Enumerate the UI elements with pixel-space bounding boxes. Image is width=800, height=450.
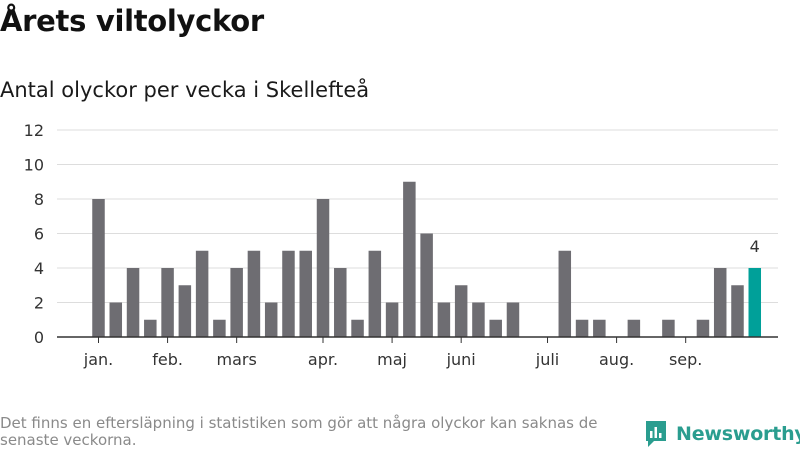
brand-name: Newsworthy — [676, 423, 800, 445]
bar — [368, 250, 382, 337]
x-tick-label: apr. — [308, 350, 338, 369]
chart-title: Årets viltolyckor — [0, 4, 264, 38]
y-tick-label: 0 — [34, 328, 44, 347]
bar — [385, 302, 399, 337]
bar — [506, 302, 520, 337]
bar — [420, 233, 433, 337]
bar — [731, 285, 744, 337]
bar — [195, 250, 209, 337]
bar — [627, 319, 641, 337]
bar — [403, 181, 416, 337]
x-tick-label: jan. — [83, 350, 113, 369]
bar — [264, 302, 278, 337]
brand[interactable]: Newsworthy — [644, 419, 800, 449]
newsworthy-logo-icon — [646, 421, 666, 447]
x-tick-label: feb. — [152, 350, 183, 369]
x-tick-label: juli — [535, 350, 559, 369]
y-tick-label: 2 — [34, 294, 44, 313]
bar — [489, 319, 502, 337]
bar — [230, 268, 243, 337]
bar — [178, 285, 192, 337]
bar — [713, 268, 727, 337]
chart-subtitle: Antal olyckor per vecka i Skellefteå — [0, 78, 370, 102]
bar — [334, 268, 347, 337]
footnote: Det finns en eftersläpning i statistiken… — [0, 414, 598, 449]
bar — [575, 319, 589, 337]
x-tick-label: mars — [217, 350, 257, 369]
bar — [472, 302, 485, 337]
bar — [92, 199, 105, 337]
bar — [144, 319, 157, 337]
y-tick-label: 6 — [34, 225, 44, 244]
bar — [299, 250, 312, 337]
bar — [126, 268, 140, 337]
x-tick-label: juni — [446, 350, 476, 369]
bar — [247, 250, 261, 337]
bar — [437, 302, 451, 337]
y-tick-label: 4 — [34, 259, 44, 278]
bar — [316, 199, 330, 337]
bar — [109, 302, 123, 337]
x-tick-label: maj — [377, 350, 407, 369]
bar — [454, 285, 468, 337]
bar-chart: 0 2 4 6 8 10 12 4 jan. feb. mars apr. maj juni juli aug… — [24, 121, 778, 369]
y-tick-label: 8 — [34, 190, 44, 209]
data-label: 4 — [750, 237, 760, 256]
bar — [662, 319, 675, 337]
y-tick-label: 10 — [24, 156, 44, 175]
bar — [213, 319, 226, 337]
bar — [558, 250, 572, 337]
bar-highlight — [748, 268, 762, 337]
bar — [696, 319, 710, 337]
x-tick-label: aug. — [599, 350, 634, 369]
bar — [161, 268, 174, 337]
y-tick-label: 12 — [24, 121, 44, 140]
bar — [282, 250, 295, 337]
bar — [351, 319, 364, 337]
bar — [593, 319, 606, 337]
x-tick-label: sep. — [669, 350, 702, 369]
